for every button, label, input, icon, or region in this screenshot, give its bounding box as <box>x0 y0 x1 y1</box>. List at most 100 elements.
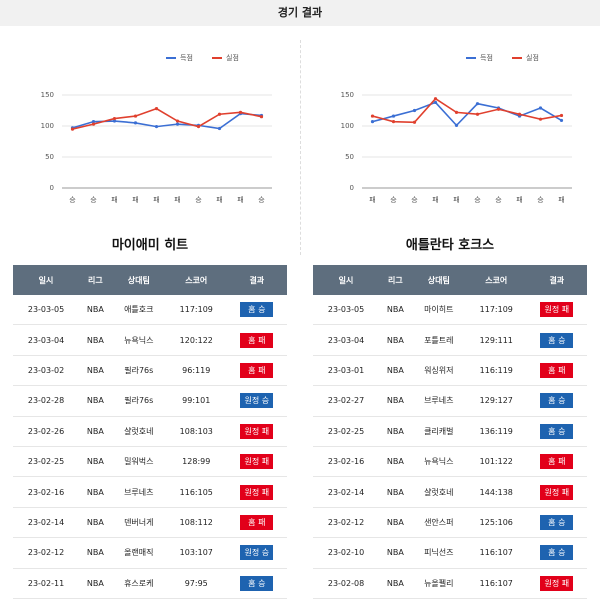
result-badge: 홈 패 <box>540 362 574 378</box>
x-tick-label: 패 <box>516 195 522 204</box>
cell: 덴버너게 <box>111 507 166 539</box>
cell: 108:103 <box>165 416 227 447</box>
point <box>196 125 201 129</box>
point <box>433 97 438 101</box>
row: 23-03-01 NBA 워싱위저 116:119 홈 패 <box>313 355 587 387</box>
cell: NBA <box>79 295 112 326</box>
point <box>559 113 564 118</box>
row: 23-02-12 NBA 샌안스퍼 125:106 홈 승 <box>313 507 587 539</box>
cell: 23-02-28 <box>13 385 80 417</box>
point <box>112 116 117 121</box>
point <box>496 107 501 111</box>
point <box>391 120 396 124</box>
cell: 129:127 <box>465 385 527 417</box>
series-line <box>372 101 562 127</box>
point <box>70 127 75 131</box>
point <box>175 122 180 126</box>
point <box>259 115 264 119</box>
result-badge: 홈 승 <box>540 545 574 561</box>
cell: 홈 패 <box>526 446 587 478</box>
point <box>154 125 159 129</box>
result-badge: 홈 승 <box>540 514 574 530</box>
cell: NBA <box>79 568 112 599</box>
cell: 클리캐벌 <box>411 416 466 447</box>
column-header: 상대팀 <box>111 265 166 295</box>
x-tick-label: 승 <box>390 196 397 204</box>
cell: NBA <box>79 507 112 539</box>
cell: 홈 패 <box>226 324 287 356</box>
point <box>91 122 96 126</box>
cell: NBA <box>79 416 112 447</box>
x-tick-label: 승 <box>411 196 418 204</box>
row: 23-03-05 NBA 애틀호크 117:109 홈 승 <box>13 295 287 326</box>
x-tick-label: 패 <box>174 195 180 204</box>
cell: NBA <box>379 324 412 356</box>
point <box>454 123 459 127</box>
result-badge: 원정 패 <box>240 454 274 470</box>
cell: 홈 승 <box>526 416 587 447</box>
cell: 원정 패 <box>226 476 287 508</box>
cell: 103:107 <box>165 537 227 569</box>
cell: 뉴욕닉스 <box>111 324 166 356</box>
cell: 23-02-14 <box>313 476 380 508</box>
legend-label: 실점 <box>226 53 239 62</box>
cell: 23-03-02 <box>13 355 80 387</box>
cell: NBA <box>379 385 412 417</box>
x-tick-label: 승 <box>69 196 76 204</box>
results-table: 일시 리그 상대팀 스코어 결과 23-03-05 NBA 마이히트 117:109 원정 패 23… <box>313 265 587 599</box>
point <box>238 110 243 114</box>
cell: 뉴욕닉스 <box>411 446 466 478</box>
cell: 108:112 <box>165 507 227 539</box>
point <box>175 119 180 123</box>
cell: 144:138 <box>465 476 527 508</box>
cell: 99:101 <box>165 385 227 417</box>
column-header: 일시 <box>13 265 80 295</box>
column-header: 일시 <box>313 265 380 295</box>
y-tick-label: 100 <box>341 122 354 130</box>
cell: 홈 승 <box>526 324 587 356</box>
cell: NBA <box>379 537 412 569</box>
cell: 필라76s <box>111 355 166 387</box>
cell: NBA <box>79 446 112 478</box>
result-badge: 홈 패 <box>240 332 274 348</box>
cell: 피닉선즈 <box>411 537 466 569</box>
y-tick-label: 150 <box>41 91 54 99</box>
column-header: 스코어 <box>465 265 527 295</box>
y-tick-label: 50 <box>345 153 354 161</box>
cell: 홈 승 <box>526 385 587 417</box>
cell: 원정 패 <box>226 416 287 447</box>
legend-label: 득점 <box>180 54 193 62</box>
point <box>154 107 159 111</box>
cell: 샬럿호네 <box>411 476 466 508</box>
result-badge: 홈 패 <box>240 362 274 378</box>
cell: 올랜매직 <box>111 537 166 569</box>
point <box>412 108 417 113</box>
row: 23-02-25 NBA 클리캐벌 136:119 홈 승 <box>313 416 587 447</box>
cell: 뉴올펠리 <box>411 568 466 599</box>
legend-label: 득점 <box>480 54 493 62</box>
y-tick-label: 150 <box>341 91 354 99</box>
point <box>412 120 417 124</box>
cell: 97:95 <box>165 568 227 599</box>
cell: NBA <box>379 476 412 508</box>
row: 23-03-02 NBA 필라76s 96:119 홈 패 <box>13 355 287 387</box>
x-tick-label: 패 <box>558 195 564 204</box>
x-tick-label: 패 <box>216 195 222 204</box>
team-name: 마이애미 히트 <box>111 238 189 253</box>
cell: 홈 패 <box>226 507 287 539</box>
column-header: 리그 <box>79 265 112 295</box>
series-line <box>72 107 262 130</box>
y-tick-label: 0 <box>350 184 354 192</box>
cell: NBA <box>79 385 112 417</box>
row: 23-02-26 NBA 샬럿호네 108:103 원정 패 <box>13 416 287 447</box>
point <box>91 120 96 124</box>
x-tick-label: 승 <box>258 196 265 204</box>
cell: 23-03-05 <box>13 295 80 326</box>
y-tick-label: 100 <box>41 122 54 130</box>
cell: 23-03-04 <box>313 324 380 356</box>
cell: 116:105 <box>165 476 227 508</box>
cell: NBA <box>379 568 412 599</box>
point <box>133 114 138 118</box>
x-tick-label: 승 <box>495 196 502 204</box>
